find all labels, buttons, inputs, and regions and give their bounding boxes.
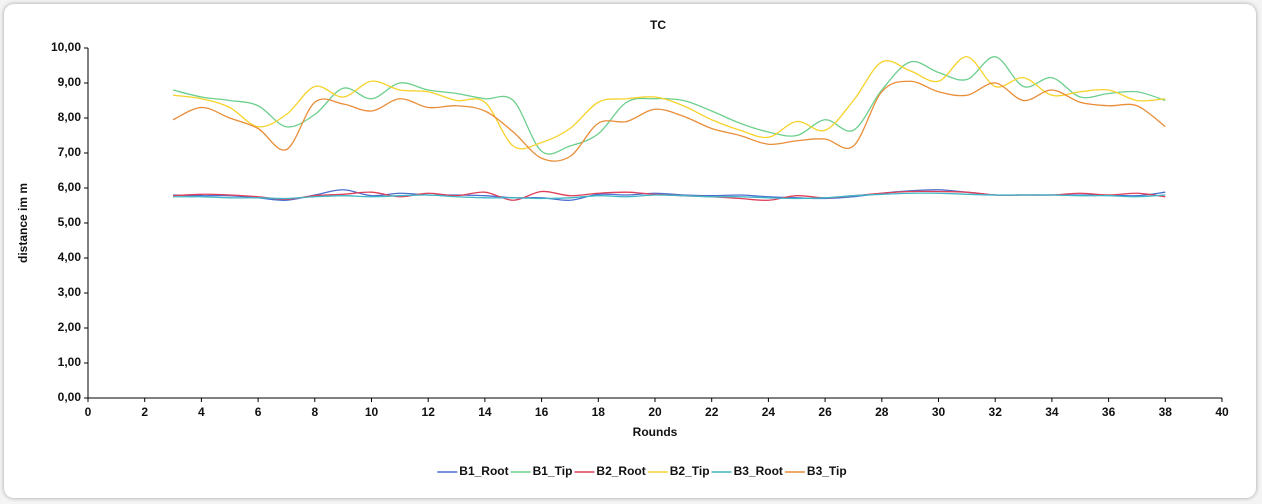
legend-label: B1_Tip <box>533 464 573 478</box>
legend-label: B3_Root <box>734 464 783 478</box>
x-tick-label: 0 <box>85 405 92 419</box>
x-tick-label: 32 <box>989 405 1003 419</box>
y-tick-label: 1,00 <box>58 355 82 369</box>
y-tick-label: 2,00 <box>58 320 82 334</box>
y-tick-label: 8,00 <box>58 110 82 124</box>
legend-label: B1_Root <box>459 464 508 478</box>
y-tick-label: 6,00 <box>58 180 82 194</box>
y-axis-label: distance im m <box>16 183 30 263</box>
x-tick-label: 6 <box>255 405 262 419</box>
y-tick-label: 3,00 <box>58 285 82 299</box>
legend-label: B2_Tip <box>670 464 710 478</box>
x-tick-label: 12 <box>422 405 436 419</box>
x-tick-label: 26 <box>818 405 832 419</box>
x-tick-label: 4 <box>198 405 205 419</box>
x-axis-label: Rounds <box>633 425 678 439</box>
x-tick-label: 14 <box>478 405 492 419</box>
x-tick-label: 28 <box>875 405 889 419</box>
chart-card <box>4 4 1256 498</box>
x-tick-label: 16 <box>535 405 549 419</box>
series-line <box>172 56 1166 155</box>
x-tick-label: 30 <box>932 405 946 419</box>
y-tick-label: 7,00 <box>58 145 82 159</box>
x-tick-label: 34 <box>1045 405 1059 419</box>
x-tick-label: 20 <box>648 405 662 419</box>
y-tick-label: 10,00 <box>51 40 81 54</box>
x-tick-label: 22 <box>705 405 719 419</box>
x-tick-label: 2 <box>141 405 148 419</box>
x-tick-label: 38 <box>1159 405 1173 419</box>
series-line <box>173 192 1166 200</box>
y-tick-label: 0,00 <box>58 390 82 404</box>
y-tick-label: 5,00 <box>58 215 82 229</box>
chart-title: TC <box>650 18 666 32</box>
y-tick-label: 9,00 <box>58 75 82 89</box>
x-tick-label: 8 <box>311 405 318 419</box>
legend-label: B2_Root <box>596 464 645 478</box>
y-tick-label: 4,00 <box>58 250 82 264</box>
series-line <box>172 56 1166 150</box>
x-tick-label: 18 <box>592 405 606 419</box>
x-tick-label: 40 <box>1215 405 1229 419</box>
x-tick-label: 24 <box>762 405 776 419</box>
x-tick-label: 36 <box>1102 405 1116 419</box>
legend-label: B3_Tip <box>807 464 847 478</box>
series-line <box>172 80 1166 162</box>
x-tick-label: 10 <box>365 405 379 419</box>
